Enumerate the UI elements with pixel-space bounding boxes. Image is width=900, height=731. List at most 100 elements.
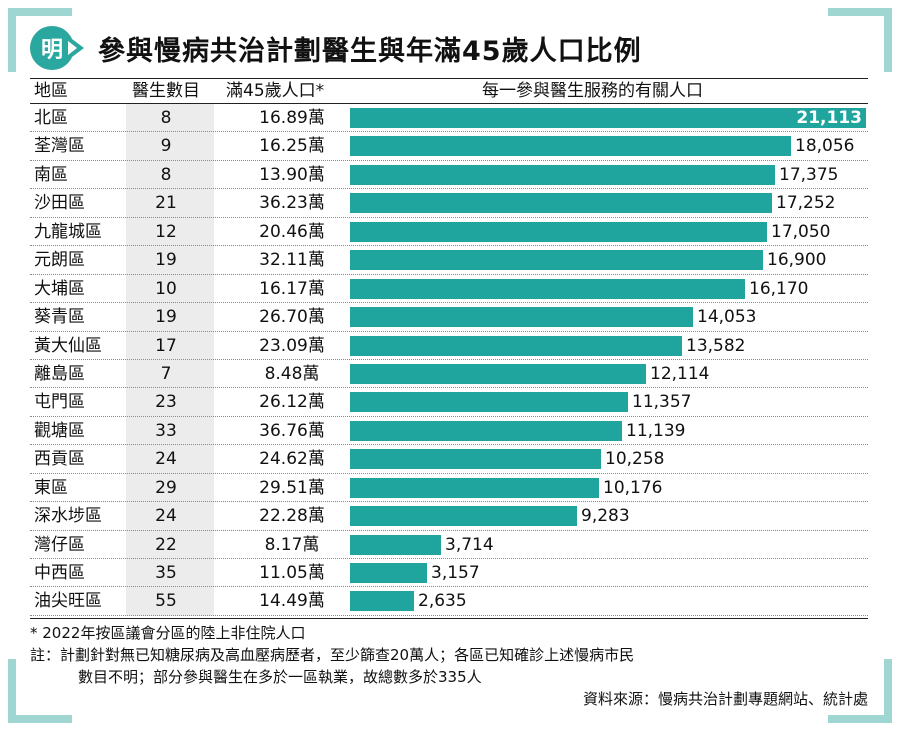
district-cell: 離島區 xyxy=(34,363,85,384)
district-cell: 屯門區 xyxy=(34,392,85,413)
bar-value-label: 3,157 xyxy=(431,563,480,583)
doctors-cell: 7 xyxy=(160,363,172,384)
population-cell: 8.48萬 xyxy=(264,363,320,384)
bar-value-label: 11,357 xyxy=(632,392,692,413)
district-cell: 南區 xyxy=(34,164,68,185)
table-row: 黃大仙區 17 23.09萬 13,582 xyxy=(30,332,868,360)
population-cell: 29.51萬 xyxy=(259,477,325,498)
bar-value-label: 3,714 xyxy=(445,534,494,555)
table-row: 離島區 7 8.48萬 12,114 xyxy=(30,360,868,389)
doctors-cell: 24 xyxy=(155,506,177,527)
district-cell: 深水埗區 xyxy=(34,506,102,527)
district-cell: 北區 xyxy=(34,108,68,128)
bar xyxy=(350,591,414,612)
doctors-cell: 8 xyxy=(160,164,172,185)
population-cell: 20.46萬 xyxy=(259,221,325,242)
header-population: 滿45歲人口* xyxy=(226,81,325,101)
district-cell: 東區 xyxy=(34,477,68,498)
bar xyxy=(350,420,622,441)
source-credit: 資料來源：慢病共治計劃專題網站、統計處 xyxy=(582,690,868,708)
doctors-cell: 35 xyxy=(155,563,177,583)
table-row: 沙田區 21 36.23萬 17,252 xyxy=(30,189,868,218)
doctors-cell: 19 xyxy=(155,250,177,271)
table-row: 中西區 35 11.05萬 3,157 xyxy=(30,559,868,588)
header-bottom-rule xyxy=(30,103,868,104)
population-cell: 23.09萬 xyxy=(259,335,325,356)
district-cell: 荃灣區 xyxy=(34,136,85,157)
bar xyxy=(350,506,577,527)
bar-value-label: 12,114 xyxy=(650,363,710,384)
header-district: 地區 xyxy=(34,81,68,101)
table-row: 深水埗區 24 22.28萬 9,283 xyxy=(30,502,868,531)
doctors-cell: 17 xyxy=(155,335,177,356)
note-line-1: 註：計劃針對無已知糖尿病及高血壓病歷者，至少篩查20萬人；各區已知確診上述慢病市… xyxy=(30,646,635,664)
population-cell: 8.17萬 xyxy=(264,534,320,555)
district-cell: 沙田區 xyxy=(34,193,85,214)
bar-value-label: 9,283 xyxy=(581,506,630,527)
bar-value-label: 2,635 xyxy=(418,591,467,612)
doctors-column-shading xyxy=(126,104,214,616)
doctors-cell: 23 xyxy=(155,392,177,413)
bar-value-label: 14,053 xyxy=(697,307,757,328)
population-cell: 26.12萬 xyxy=(259,392,325,413)
bar-value-label: 13,582 xyxy=(686,335,746,356)
corner-top-left-v xyxy=(8,8,16,72)
bar xyxy=(350,563,427,583)
population-cell: 36.76萬 xyxy=(259,420,325,441)
table-row: 葵青區 19 26.70萬 14,053 xyxy=(30,303,868,332)
doctors-cell: 22 xyxy=(155,534,177,555)
district-cell: 觀塘區 xyxy=(34,420,85,441)
table-row: 荃灣區 9 16.25萬 18,056 xyxy=(30,132,868,161)
bar-value-label: 16,170 xyxy=(749,278,809,299)
bar xyxy=(350,335,682,356)
footnote: * 2022年按區議會分區的陸上非住院人口 xyxy=(30,624,306,642)
bar-value-label: 21,113 xyxy=(796,108,862,128)
district-cell: 西貢區 xyxy=(34,449,85,470)
population-cell: 16.25萬 xyxy=(259,136,325,157)
logo-badge: 明 xyxy=(30,26,74,70)
table-row: 南區 8 13.90萬 17,375 xyxy=(30,161,868,190)
district-cell: 元朗區 xyxy=(34,250,85,271)
chart-header: 明 參與慢病共治計劃醫生與年滿45歲人口比例 xyxy=(30,24,642,72)
bar xyxy=(350,363,646,384)
table-bottom-rule xyxy=(30,618,868,619)
data-table: 北區 8 16.89萬 21,113 荃灣區 9 16.25萬 18,056 南區 8 13.90萬… xyxy=(30,104,868,616)
note-line-2: 數目不明；部分參與醫生在多於一區執業，故總數多於335人 xyxy=(78,668,482,686)
population-cell: 24.62萬 xyxy=(259,449,325,470)
bar xyxy=(350,449,601,470)
doctors-cell: 33 xyxy=(155,420,177,441)
logo-arrow-inner xyxy=(68,41,77,55)
bar xyxy=(350,136,791,157)
bar xyxy=(350,534,441,555)
header-per-doctor: 每一參與醫生服務的有關人口 xyxy=(482,81,703,101)
population-cell: 32.11萬 xyxy=(259,250,325,271)
bar xyxy=(350,477,599,498)
district-cell: 黃大仙區 xyxy=(34,335,102,356)
bar-value-label: 10,258 xyxy=(605,449,665,470)
doctors-cell: 10 xyxy=(155,278,177,299)
district-cell: 灣仔區 xyxy=(34,534,85,555)
doctors-cell: 21 xyxy=(155,193,177,214)
corner-top-right-v xyxy=(884,8,892,72)
doctors-cell: 8 xyxy=(160,108,172,128)
bar xyxy=(350,307,693,328)
corner-bottom-right-v xyxy=(884,659,892,723)
population-cell: 22.28萬 xyxy=(259,506,325,527)
table-row: 元朗區 19 32.11萬 16,900 xyxy=(30,246,868,275)
population-cell: 14.49萬 xyxy=(259,591,325,612)
corner-bottom-left-v xyxy=(8,659,16,723)
table-row: 觀塘區 33 36.76萬 11,139 xyxy=(30,417,868,446)
bar xyxy=(350,250,763,271)
notes-block: * 2022年按區議會分區的陸上非住院人口 註：計劃針對無已知糖尿病及高血壓病歷… xyxy=(30,622,634,688)
table-row: 西貢區 24 24.62萬 10,258 xyxy=(30,445,868,474)
bar xyxy=(350,108,866,128)
table-row: 油尖旺區 55 14.49萬 2,635 xyxy=(30,587,868,616)
table-row: 屯門區 23 26.12萬 11,357 xyxy=(30,388,868,417)
header-doctors: 醫生數目 xyxy=(132,81,200,101)
corner-top-left-h xyxy=(8,8,72,16)
corner-top-right-h xyxy=(828,8,892,16)
doctors-cell: 29 xyxy=(155,477,177,498)
bar xyxy=(350,164,775,185)
chart-title: 參與慢病共治計劃醫生與年滿45歲人口比例 xyxy=(98,35,642,67)
bar xyxy=(350,278,745,299)
